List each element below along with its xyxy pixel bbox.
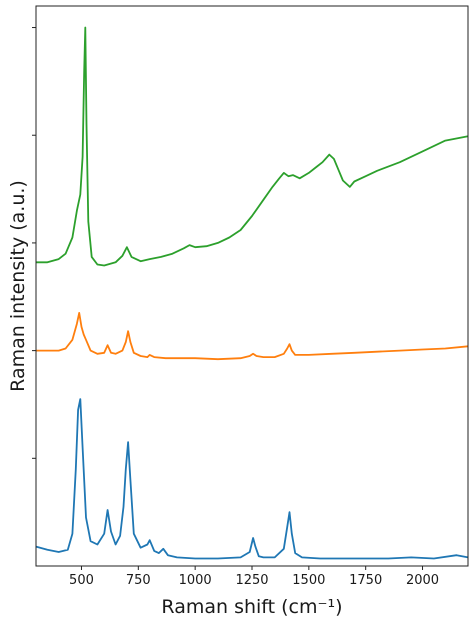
plot-area (36, 6, 468, 566)
x-axis-label: Raman shift (cm⁻¹) (161, 596, 342, 618)
x-tick-label: 500 (69, 573, 94, 588)
plot-frame (35, 5, 469, 567)
x-tick-label: 1750 (349, 573, 382, 588)
x-tick-label: 1250 (235, 573, 268, 588)
x-tick-label: 1500 (292, 573, 325, 588)
y-axis-ticks (32, 27, 36, 459)
x-tick-label: 1000 (179, 573, 212, 588)
series-line-2 (36, 312, 469, 361)
y-axis-label: Raman intensity (a.u.) (7, 180, 29, 392)
series-line-1 (35, 398, 469, 560)
x-tick-label: 2000 (406, 573, 439, 588)
x-axis-ticks: 500 750 1000 1250 1500 1750 2000 (69, 566, 439, 588)
series-layer (35, 26, 469, 560)
x-tick-label: 750 (126, 573, 151, 588)
series-line-3 (36, 26, 469, 267)
